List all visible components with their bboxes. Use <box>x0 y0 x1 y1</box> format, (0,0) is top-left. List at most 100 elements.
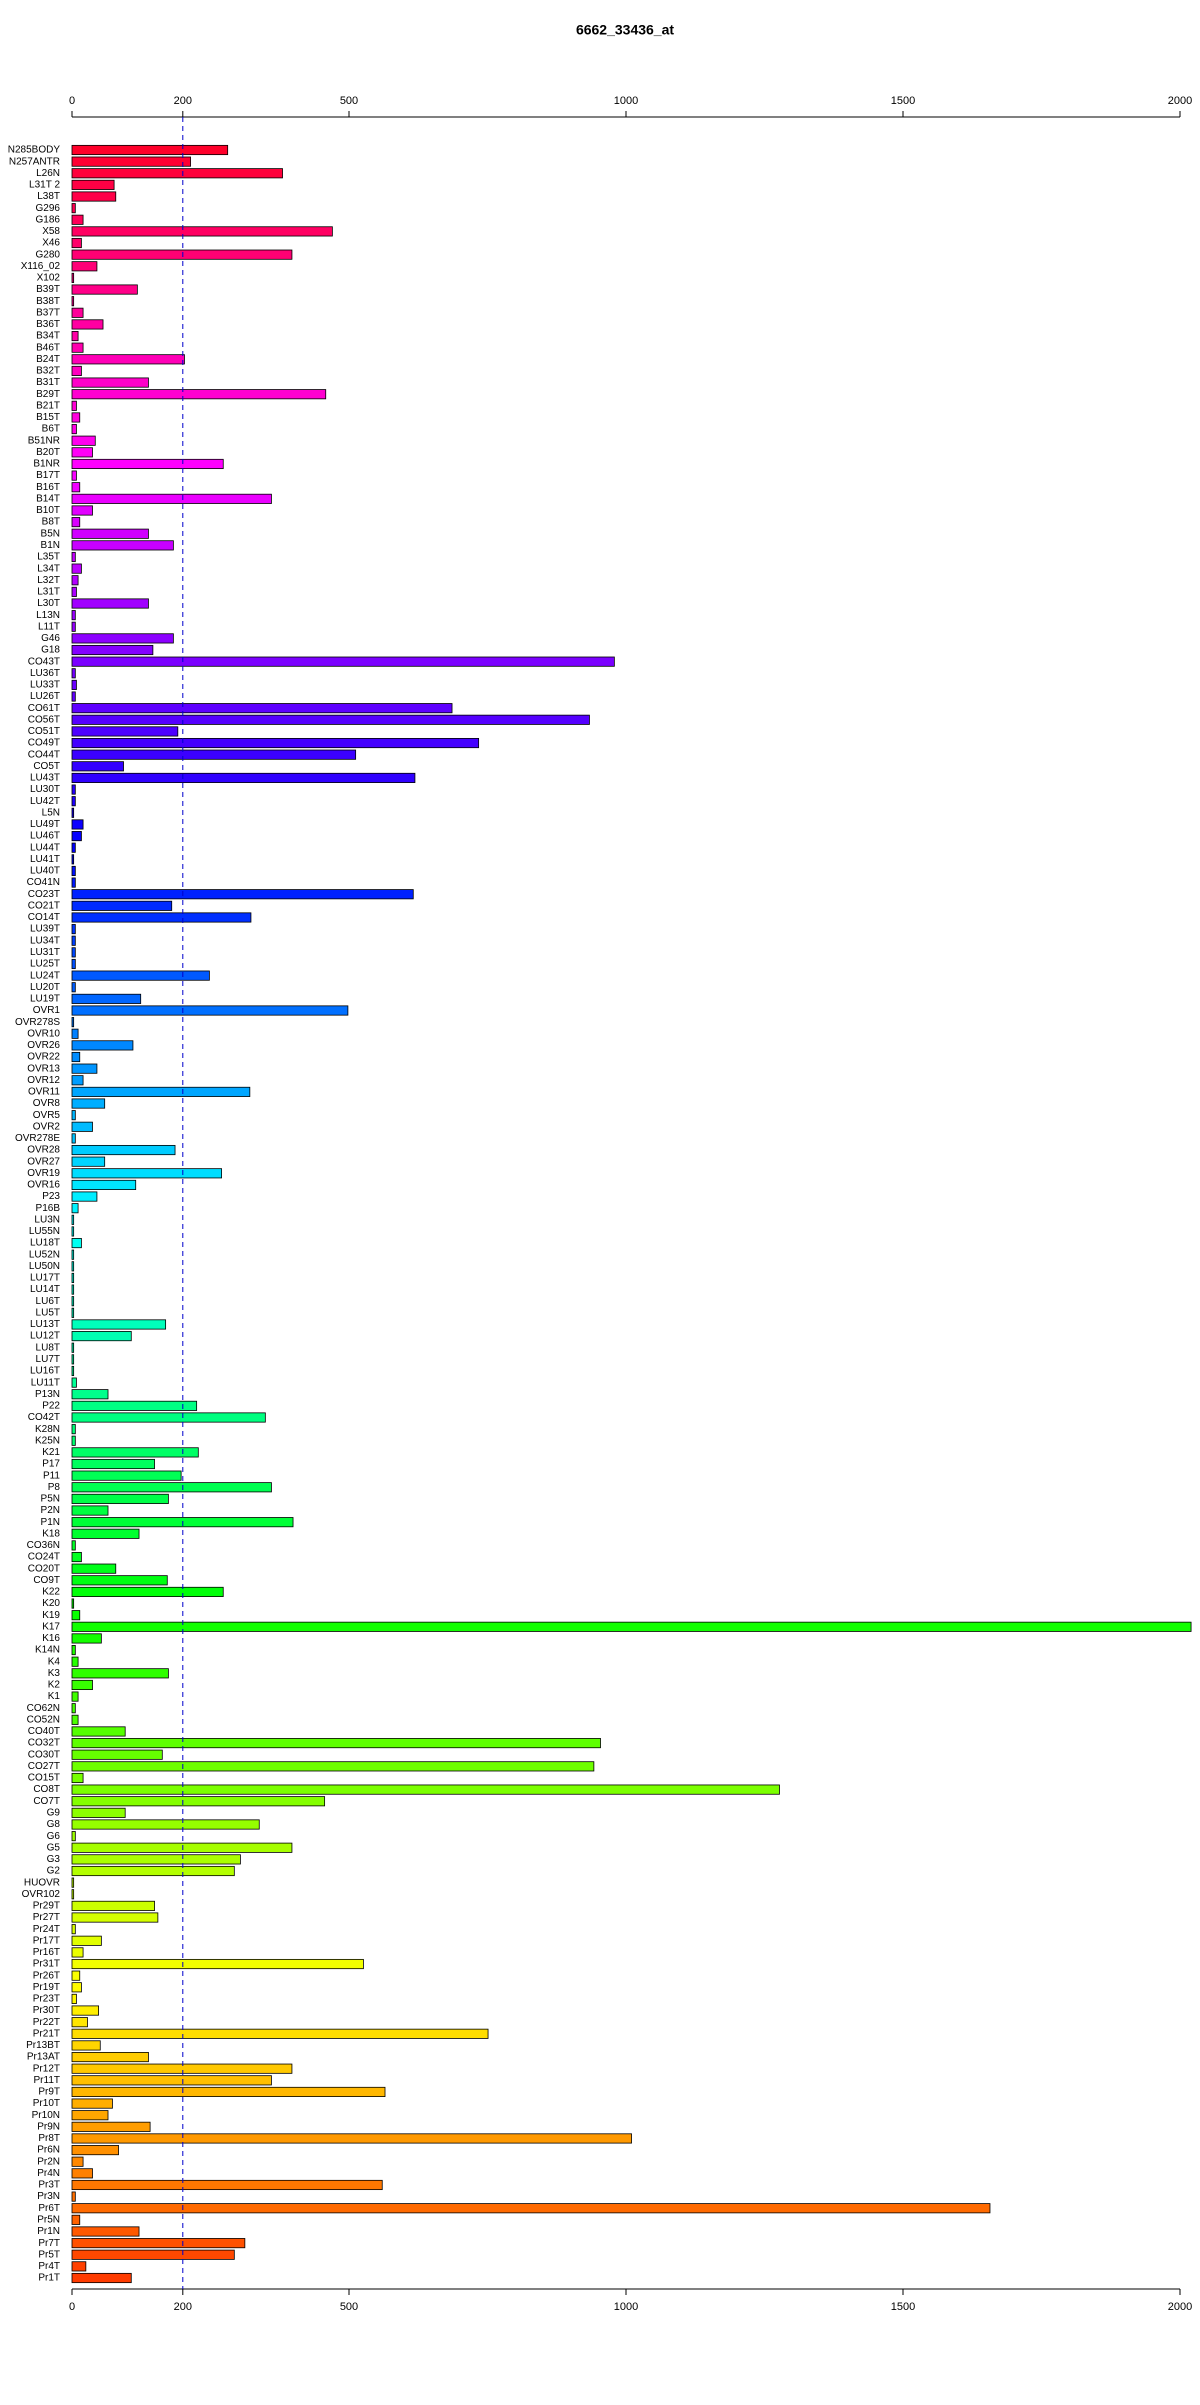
y-tick-label: Pr9T <box>38 2087 60 2098</box>
y-tick-label: G18 <box>41 645 60 656</box>
bar <box>71 1412 266 1423</box>
y-tick-label: N285BODY <box>8 145 61 156</box>
y-tick-label: B1NR <box>33 459 60 470</box>
y-tick-label: L11T <box>38 621 60 632</box>
y-tick-label: CO49T <box>28 738 60 749</box>
bar <box>71 877 76 888</box>
bar <box>71 1877 75 1888</box>
y-tick-label: L31T <box>37 587 60 598</box>
y-tick-label: LU30T <box>30 784 60 795</box>
y-tick-label: B39T <box>36 284 60 295</box>
y-tick-label: LU46T <box>30 831 60 842</box>
y-tick-label: K3 <box>48 1668 61 1679</box>
bar <box>71 1819 260 1830</box>
y-tick-label: B24T <box>36 354 60 365</box>
y-tick-label: G2 <box>47 1866 61 1877</box>
bar <box>71 1400 198 1411</box>
bar <box>71 1075 84 1086</box>
y-tick-label: Pr2N <box>37 2156 60 2167</box>
bar <box>71 1424 76 1435</box>
x-tick-label: 0 <box>69 2301 75 2313</box>
y-tick-label: CO36N <box>27 1540 60 1551</box>
bar <box>71 1051 81 1063</box>
bar <box>71 1738 601 1749</box>
bar <box>71 1191 98 1202</box>
bar <box>71 1249 75 1260</box>
bar <box>71 365 82 376</box>
y-tick-label: CO44T <box>28 749 60 760</box>
y-tick-label: Pr5T <box>38 2249 60 2260</box>
bar <box>71 691 76 702</box>
y-tick-label: Pr10N <box>32 2110 60 2121</box>
bar <box>71 2238 246 2249</box>
bar <box>71 575 79 586</box>
y-tick-label: K17 <box>42 1621 60 1632</box>
y-tick-label: Pr13BT <box>26 2040 60 2051</box>
y-tick-label: B1N <box>41 540 60 551</box>
bar <box>71 307 84 318</box>
bar <box>71 226 333 237</box>
y-tick-label: Pr1N <box>37 2226 60 2237</box>
bar <box>71 1342 75 1353</box>
y-tick-label: OVR102 <box>22 1889 61 1900</box>
y-tick-label: G6 <box>47 1831 61 1842</box>
bar <box>71 296 75 307</box>
bar <box>71 424 77 435</box>
y-tick-label: P13N <box>35 1389 60 1400</box>
y-tick-label: P8 <box>48 1482 61 1493</box>
y-tick-label: LU33T <box>30 680 60 691</box>
y-tick-label: K18 <box>42 1528 60 1539</box>
bar <box>71 1261 75 1272</box>
y-tick-label: OVR27 <box>27 1156 60 1167</box>
y-tick-label: Pr26T <box>33 1970 60 1981</box>
y-tick-label: Pr19T <box>33 1982 60 1993</box>
y-tick-label: B29T <box>36 389 60 400</box>
bar <box>71 1063 98 1074</box>
y-tick-label: CO8T <box>33 1784 60 1795</box>
y-tick-label: B51NR <box>28 435 60 446</box>
y-tick-label: LU17T <box>30 1273 60 1284</box>
y-tick-label: CO5T <box>33 761 60 772</box>
y-tick-label: Pr1T <box>38 2273 60 2284</box>
bar <box>71 924 76 935</box>
y-tick-label: K4 <box>48 1656 61 1667</box>
y-tick-label: B10T <box>36 505 60 516</box>
y-tick-label: LU24T <box>30 970 60 981</box>
bar <box>71 447 93 458</box>
y-tick-label: X58 <box>42 226 60 237</box>
bar <box>71 1110 76 1121</box>
bar <box>71 993 142 1004</box>
bar <box>71 819 84 830</box>
y-tick-label: OVR11 <box>28 1087 60 1098</box>
y-tick-label: LU44T <box>30 842 60 853</box>
y-tick-label: CO51T <box>28 726 60 737</box>
bar <box>71 1656 79 1667</box>
y-tick-label: L34T <box>37 563 60 574</box>
bar <box>71 1389 109 1400</box>
y-tick-label: OVR8 <box>33 1098 61 1109</box>
y-tick-label: Pr10T <box>33 2098 60 2109</box>
y-tick-label: LU5T <box>36 1307 60 1318</box>
bar <box>71 633 174 644</box>
bar <box>71 1796 326 1807</box>
y-tick-label: L26N <box>36 168 60 179</box>
y-tick-label: LU49T <box>30 819 60 830</box>
bar <box>71 331 79 342</box>
bar <box>71 1610 81 1621</box>
bar <box>71 854 75 865</box>
y-tick-label: Pr24T <box>33 1924 60 1935</box>
bar <box>71 1563 117 1574</box>
bar <box>71 749 357 760</box>
bar <box>71 703 453 714</box>
x-tick-label: 500 <box>340 95 358 107</box>
bar <box>71 563 82 574</box>
y-tick-label: K1 <box>48 1691 61 1702</box>
y-tick-label: K28N <box>35 1424 60 1435</box>
bar <box>71 1203 79 1214</box>
y-tick-label: LU8T <box>36 1342 60 1353</box>
bar <box>71 1551 82 1563</box>
bar <box>71 1668 169 1679</box>
bar <box>71 2156 84 2167</box>
bar <box>71 1458 155 1470</box>
bar <box>71 1854 241 1865</box>
